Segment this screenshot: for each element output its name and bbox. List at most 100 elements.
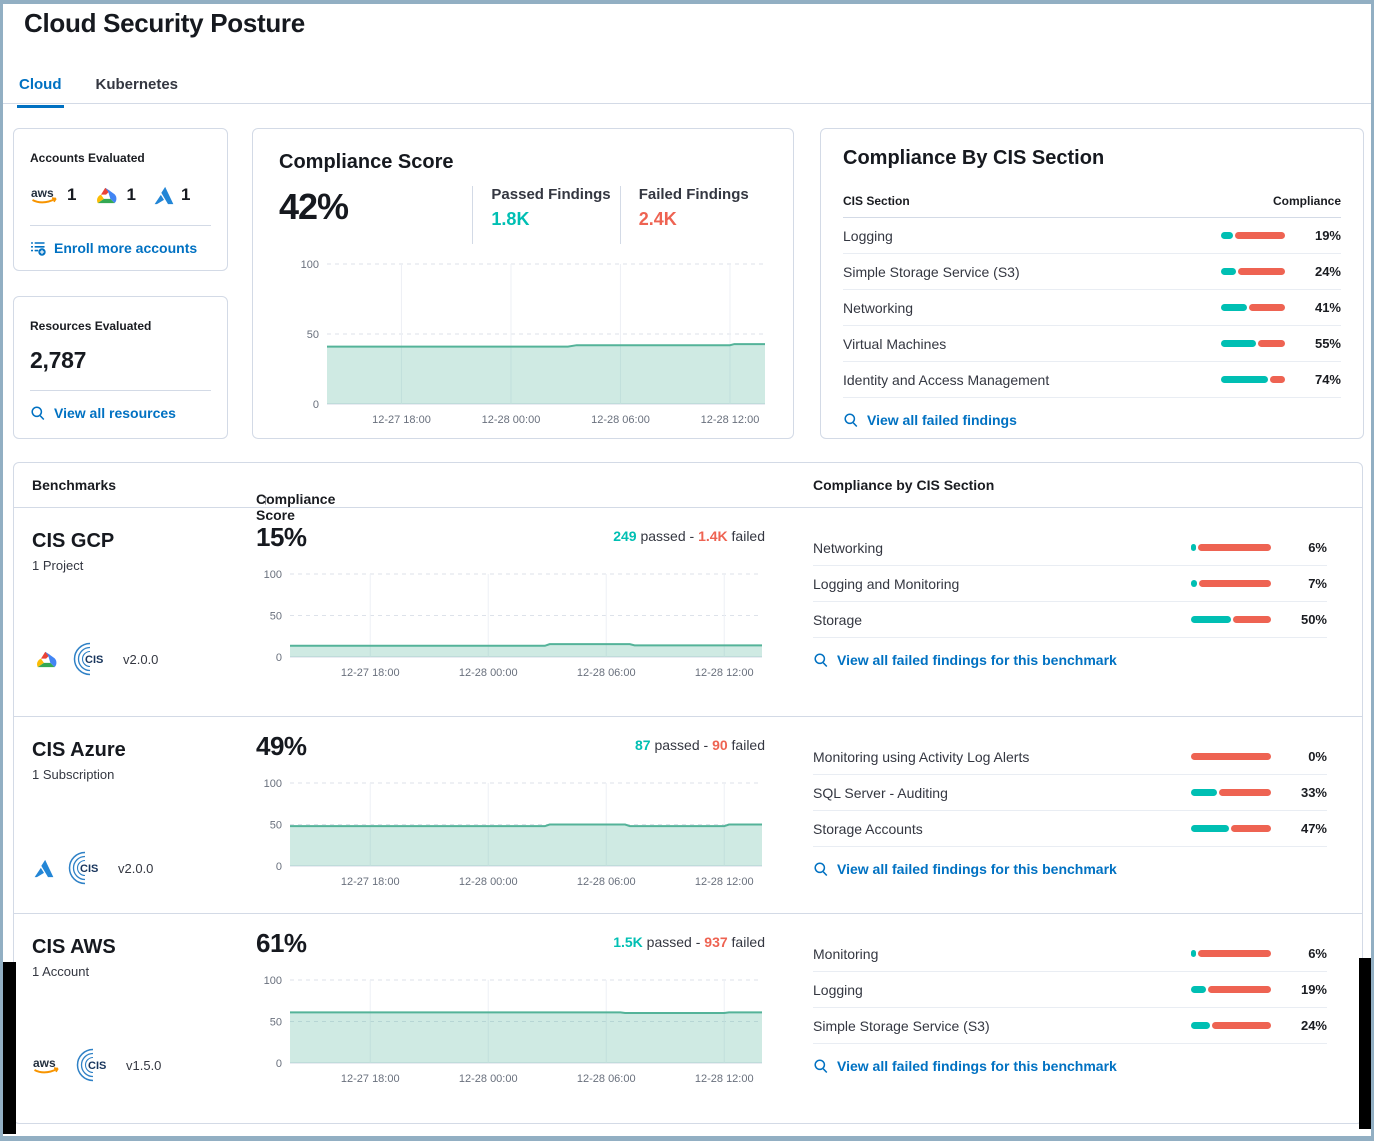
screen-artifact-right (1359, 958, 1371, 1129)
account-provider-gcp: 1 (92, 184, 136, 207)
compliance-score-title: Compliance Score (279, 151, 454, 173)
benchmark-subtitle: 1 Project (32, 558, 84, 573)
benchmark-failed-count: 1.4K (698, 528, 728, 544)
tabs-divider (3, 103, 1371, 104)
svg-text:12-28 06:00: 12-28 06:00 (577, 876, 636, 888)
passed-findings-block: Passed Findings 1.8K (472, 186, 619, 244)
svg-text:CIS: CIS (80, 863, 98, 875)
cis-section-compliance-value: 41% (1314, 300, 1341, 315)
benchmark-cis-section-row: Monitoring using Activity Log Alerts 0% (813, 739, 1327, 775)
svg-text:12-28 12:00: 12-28 12:00 (695, 876, 754, 888)
cis-section-name: Simple Storage Service (S3) (843, 263, 1020, 280)
compliance-distribution-bar (1221, 376, 1285, 383)
account-count: 1 (180, 185, 191, 204)
benchmark-score-value: 49% (256, 731, 307, 761)
card-divider (30, 390, 211, 391)
resources-evaluated-title: Resources Evaluated (30, 319, 152, 333)
cis-section-compliance-value: 33% (1300, 785, 1327, 800)
cis-section-compliance-value: 24% (1314, 264, 1341, 279)
svg-text:12-28 12:00: 12-28 12:00 (695, 667, 754, 679)
failed-findings-label: Failed Findings (638, 186, 749, 203)
compliance-distribution-bar (1191, 544, 1271, 551)
cis-section-name: Monitoring using Activity Log Alerts (813, 748, 1030, 765)
cis-section-column-header: CIS Section (843, 194, 910, 208)
svg-text:50: 50 (270, 1017, 282, 1029)
screen-artifact-left (3, 962, 16, 1134)
cis-section-row: Simple Storage Service (S3) 24% (843, 254, 1341, 290)
svg-text:12-28 00:00: 12-28 00:00 (482, 414, 541, 426)
enroll-more-accounts-link[interactable]: Enroll more accounts (30, 240, 211, 256)
svg-text:0: 0 (276, 652, 282, 664)
benchmark-logos: CIS v2.0.0 (32, 849, 153, 887)
svg-text:CIS: CIS (85, 654, 103, 666)
cis-section-compliance-value: 7% (1308, 576, 1327, 591)
cis-section-name: Virtual Machines (843, 335, 947, 352)
benchmark-cis-section-row: Logging and Monitoring 7% (813, 566, 1327, 602)
list-add-icon (30, 240, 46, 256)
benchmark-passed-count: 249 (613, 528, 637, 544)
passed-findings-value: 1.8K (491, 209, 530, 229)
cis-section-row: Virtual Machines 55% (843, 326, 1341, 362)
svg-text:12-28 06:00: 12-28 06:00 (577, 1073, 636, 1085)
cis-section-compliance-value: 50% (1300, 612, 1327, 627)
svg-text:12-28 12:00: 12-28 12:00 (695, 1073, 754, 1085)
passed-findings-label: Passed Findings (491, 186, 611, 203)
compliance-distribution-bar (1221, 340, 1285, 347)
compliance-distribution-bar (1221, 232, 1285, 239)
benchmark-score-value: 61% (256, 928, 307, 958)
account-count: 1 (67, 185, 77, 204)
azure-logo-icon (32, 858, 56, 879)
benchmark-cis-sections-cell: Monitoring using Activity Log Alerts 0% SQ… (813, 731, 1327, 877)
benchmark-pass-fail: 249 passed - 1.4K failed (613, 528, 765, 544)
benchmarks-table-header: Benchmarks Compliance Score ↑ Compliance … (14, 463, 1362, 523)
benchmark-score-cell: 61% 1.5K passed - 937 failed 100 50 0 12-27… (256, 928, 771, 1088)
compliance-distribution-bar (1221, 268, 1285, 275)
benchmark-trend-chart: 100 50 0 12-27 18:00 12-28 00:00 12-28 06:00 1… (256, 767, 771, 891)
view-failed-findings-benchmark-link[interactable]: View all failed findings for this benchm… (813, 652, 1327, 668)
cis-section-name: Monitoring (813, 945, 879, 962)
benchmark-score-value: 15% (256, 522, 307, 552)
cis-section-row: Networking 41% (843, 290, 1341, 326)
enroll-more-accounts-label: Enroll more accounts (54, 240, 198, 256)
search-icon (843, 412, 859, 428)
tab-kubernetes[interactable]: Kubernetes (95, 76, 179, 93)
benchmark-passed-count: 87 (635, 737, 651, 753)
cis-section-compliance-value: 24% (1300, 1018, 1327, 1033)
cis-section-compliance-value: 55% (1314, 336, 1341, 351)
compliance-distribution-bar (1191, 753, 1271, 760)
tab-cloud[interactable]: Cloud (17, 70, 64, 108)
cis-section-rows: Logging 19% Simple Storage Service (S3) 24%… (843, 218, 1341, 398)
benchmark-subtitle: 1 Subscription (32, 767, 115, 782)
view-all-failed-findings-link[interactable]: View all failed findings (843, 412, 1341, 428)
benchmark-logos: aws CIS v1.5.0 (32, 1046, 161, 1084)
cis-section-name: SQL Server - Auditing (813, 784, 948, 801)
benchmark-rows: CIS GCP 1 Project CIS v2.0.0 15% 249 pas… (14, 508, 1362, 1128)
benchmark-pass-fail: 1.5K passed - 937 failed (613, 934, 765, 950)
benchmark-logos: CIS v2.0.0 (32, 640, 158, 678)
svg-text:12-27 18:00: 12-27 18:00 (341, 876, 400, 888)
benchmark-score-cell: 49% 87 passed - 90 failed 100 50 0 12-27 18… (256, 731, 771, 891)
search-icon (813, 861, 829, 877)
svg-text:12-28 12:00: 12-28 12:00 (701, 414, 760, 426)
view-all-resources-link[interactable]: View all resources (30, 405, 211, 421)
view-all-resources-label: View all resources (54, 405, 176, 421)
svg-text:12-28 06:00: 12-28 06:00 (591, 414, 650, 426)
cis-section-compliance-value: 47% (1300, 821, 1327, 836)
compliance-distribution-bar (1191, 825, 1271, 832)
view-failed-findings-benchmark-link[interactable]: View all failed findings for this benchm… (813, 1058, 1327, 1074)
tab-bar: Cloud Kubernetes (17, 70, 180, 108)
benchmark-cis-section-row: Logging 19% (813, 972, 1327, 1008)
cis-section-name: Networking (813, 539, 884, 556)
cis-section-compliance-value: 19% (1314, 228, 1341, 243)
compliance-column-header: Compliance (1272, 194, 1341, 208)
cis-section-compliance-value: 19% (1300, 982, 1327, 997)
account-provider-aws: aws 1 (30, 184, 76, 206)
search-icon (30, 405, 46, 421)
benchmark-cis-section-row: Storage 50% (813, 602, 1327, 638)
search-icon (813, 652, 829, 668)
cis-section-row: Identity and Access Management 74% (843, 362, 1341, 398)
benchmark-score-cell: 15% 249 passed - 1.4K failed 100 50 0 12-27… (256, 522, 771, 682)
benchmark-cis-section-row: Simple Storage Service (S3) 24% (813, 1008, 1327, 1044)
benchmark-version: v2.0.0 (118, 860, 154, 876)
view-failed-findings-benchmark-link[interactable]: View all failed findings for this benchm… (813, 861, 1327, 877)
